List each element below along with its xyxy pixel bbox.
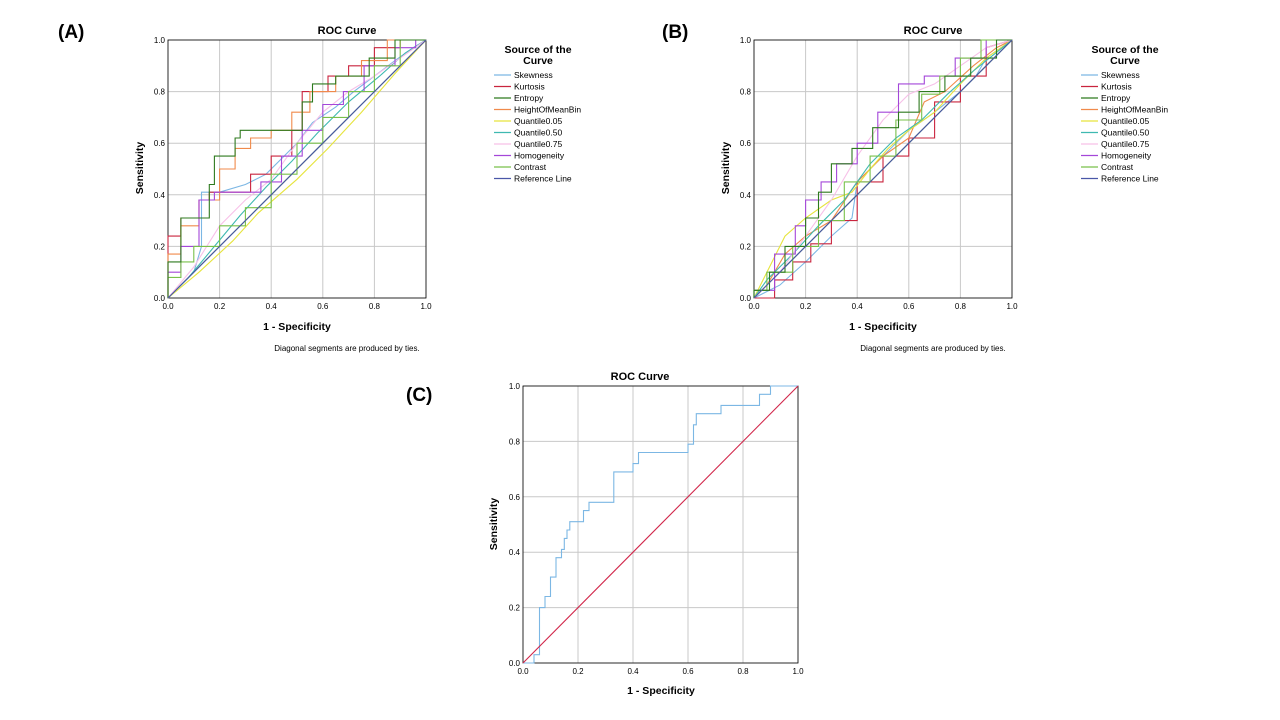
y-axis-label: Sensitivity <box>720 142 732 195</box>
chart-title: ROC Curve <box>611 371 670 383</box>
x-tick-label: 1.0 <box>420 302 432 311</box>
legend-entry: Quantile0.05 <box>514 116 562 126</box>
series-line-reference <box>522 385 799 664</box>
series-line-reference-line <box>753 39 1013 299</box>
legend-entry: Reference Line <box>514 174 572 184</box>
series-line-reference-line <box>167 39 427 299</box>
legend-title: Curve <box>1110 55 1140 67</box>
y-tick-label: 0.2 <box>509 604 521 613</box>
panel-label: (A) <box>58 22 84 43</box>
plot-frame <box>167 39 427 299</box>
legend-entry: Entropy <box>1101 93 1131 103</box>
x-tick-label: 1.0 <box>792 667 804 676</box>
y-tick-label: 0.0 <box>509 659 521 668</box>
series-line-quantile0-50 <box>753 39 1013 299</box>
y-tick-label: 0.8 <box>509 437 521 446</box>
legend-title: Curve <box>523 55 553 67</box>
x-tick-label: 0.8 <box>737 667 749 676</box>
series-line-quantile0-50 <box>167 39 427 299</box>
y-tick-label: 0.4 <box>740 191 752 200</box>
y-tick-label: 0.8 <box>154 88 166 97</box>
roc-panel-0: (A) ROC Curve 0.00.0 0.2 0.2 0.4 0.4 0.6 0.6 0.8 0… <box>58 22 581 353</box>
series-line-entropy-step <box>753 39 1012 298</box>
y-tick-label: 1.0 <box>154 36 166 45</box>
y-tick-label: 0.6 <box>154 139 166 148</box>
legend-entry: Quantile0.75 <box>1101 139 1149 149</box>
x-tick-label: 0.6 <box>903 302 915 311</box>
y-tick-label: 0.0 <box>154 294 166 303</box>
y-tick-label: 1.0 <box>509 382 521 391</box>
x-tick-label: 0.2 <box>572 667 584 676</box>
roc-panel-1: (B) ROC Curve 0.00.0 0.2 0.2 0.4 0.4 0.6 0.6 0.8 0… <box>662 22 1168 353</box>
x-axis-label: 1 - Specificity <box>849 321 917 333</box>
roc-panel-2: (C) ROC Curve 0.00.0 0.2 0.2 0.4 0.4 0.6 0.6 0.8 0… <box>406 371 804 697</box>
legend-entry: Homogeneity <box>514 151 565 161</box>
ties-note: Diagonal segments are produced by ties. <box>860 344 1005 353</box>
y-tick-label: 0.4 <box>154 191 166 200</box>
legend-entry: Contrast <box>514 162 547 172</box>
y-tick-label: 0.6 <box>740 139 752 148</box>
x-tick-label: 0.2 <box>214 302 226 311</box>
ties-note: Diagonal segments are produced by ties. <box>274 344 419 353</box>
x-axis-label: 1 - Specificity <box>263 321 331 333</box>
plot-frame <box>753 39 1013 299</box>
series-line-contrast <box>167 39 426 298</box>
series-line-quantile0-75 <box>753 39 1013 299</box>
legend-entry: Quantile0.50 <box>514 128 562 138</box>
chart-title: ROC Curve <box>318 25 377 37</box>
legend-entry: Skewness <box>1101 70 1140 80</box>
x-tick-label: 0.8 <box>955 302 967 311</box>
panel-label: (C) <box>406 385 432 406</box>
legend-entry: HeightOfMeanBin <box>514 105 581 115</box>
chart-title: ROC Curve <box>904 25 963 37</box>
legend-entry: Homogeneity <box>1101 151 1152 161</box>
series-line-quantile0-05 <box>167 39 427 299</box>
x-tick-label: 0.0 <box>162 302 174 311</box>
x-tick-label: 0.4 <box>266 302 278 311</box>
x-tick-label: 0.4 <box>627 667 639 676</box>
legend-entry: Quantile0.50 <box>1101 128 1149 138</box>
legend-entry: Quantile0.05 <box>1101 116 1149 126</box>
legend-entry: Kurtosis <box>1101 82 1132 92</box>
legend-entry: Skewness <box>514 70 553 80</box>
series-line-roc <box>523 385 798 664</box>
x-tick-label: 0.8 <box>369 302 381 311</box>
legend-entry: HeightOfMeanBin <box>1101 105 1168 115</box>
legend-entry: Quantile0.75 <box>514 139 562 149</box>
y-axis-label: Sensitivity <box>488 498 500 551</box>
y-tick-label: 0.2 <box>740 242 752 251</box>
x-tick-label: 0.0 <box>517 667 529 676</box>
legend-title: Source of the <box>1091 44 1158 56</box>
x-tick-label: 0.2 <box>800 302 812 311</box>
y-tick-label: 0.2 <box>154 242 166 251</box>
x-tick-label: 0.6 <box>682 667 694 676</box>
x-tick-label: 1.0 <box>1006 302 1018 311</box>
legend-entry: Kurtosis <box>514 82 545 92</box>
x-tick-label: 0.6 <box>317 302 329 311</box>
legend-entry: Contrast <box>1101 162 1134 172</box>
legend-title: Source of the <box>504 44 571 56</box>
plot-frame <box>522 385 799 664</box>
x-tick-label: 0.4 <box>852 302 864 311</box>
legend-entry: Reference Line <box>1101 174 1159 184</box>
y-tick-label: 0.4 <box>509 548 521 557</box>
y-tick-label: 0.6 <box>509 493 521 502</box>
y-axis-label: Sensitivity <box>134 142 146 195</box>
y-tick-label: 0.0 <box>740 294 752 303</box>
y-tick-label: 0.8 <box>740 88 752 97</box>
series-line-entropy-step <box>167 39 426 298</box>
panel-label: (B) <box>662 22 688 43</box>
y-tick-label: 1.0 <box>740 36 752 45</box>
x-tick-label: 0.0 <box>748 302 760 311</box>
x-axis-label: 1 - Specificity <box>627 685 695 697</box>
legend-entry: Entropy <box>514 93 544 103</box>
